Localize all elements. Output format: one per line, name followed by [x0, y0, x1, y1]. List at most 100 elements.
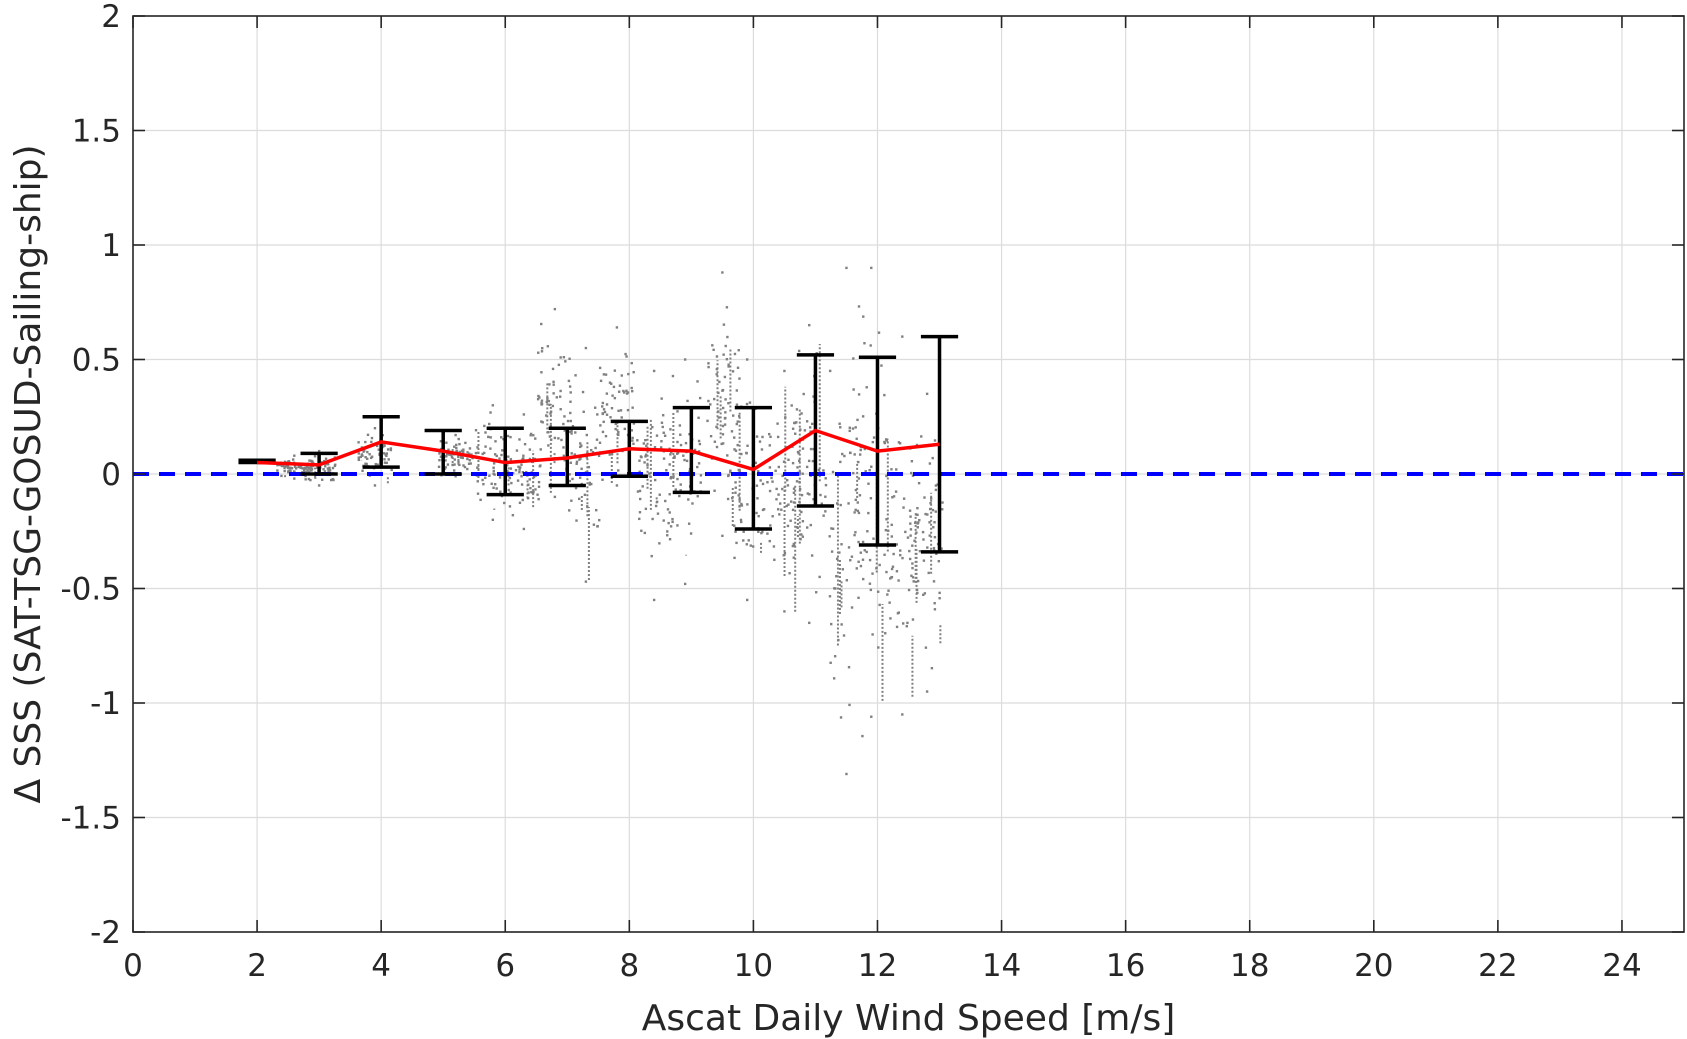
scatter-point — [612, 385, 616, 389]
scatter-point — [541, 347, 544, 350]
scatter-point — [934, 510, 937, 513]
scatter-point — [660, 421, 664, 424]
scatter-point — [828, 535, 831, 538]
scatter-point — [506, 434, 510, 438]
scatter-point — [745, 358, 749, 361]
scatter-point — [481, 478, 484, 482]
x-tick-label: 18 — [1230, 948, 1269, 984]
scatter-point — [923, 496, 926, 499]
scatter-point — [866, 530, 869, 533]
scatter-point — [643, 531, 647, 535]
scatter-point — [798, 471, 802, 474]
scatter-point — [293, 477, 296, 480]
scatter-point — [518, 470, 521, 474]
scatter-point — [721, 433, 725, 436]
scatter-point — [602, 373, 606, 376]
scatter-point — [911, 566, 914, 570]
scatter-point — [771, 515, 774, 518]
scatter-point — [385, 452, 389, 455]
scatter-point — [484, 431, 487, 434]
scatter-point — [570, 499, 573, 502]
scatter-point — [890, 567, 894, 571]
scatter-point — [798, 487, 802, 491]
scatter-point — [671, 517, 674, 521]
scatter-point — [777, 465, 781, 469]
scatter-point — [510, 481, 513, 485]
scatter-point — [317, 449, 321, 453]
scatter-point — [519, 466, 522, 469]
scatter-point — [786, 484, 790, 487]
scatter-point — [862, 577, 865, 581]
scatter-point — [727, 363, 730, 366]
scatter-point — [859, 564, 863, 568]
scatter-point — [917, 481, 921, 485]
scatter-point — [644, 507, 648, 511]
scatter-point — [307, 477, 311, 481]
scatter-point — [590, 482, 593, 486]
scatter-point — [615, 484, 619, 487]
scatter-point — [444, 455, 447, 458]
scatter-point — [679, 483, 682, 486]
scatter-point — [571, 425, 575, 428]
scatter-point — [897, 611, 900, 614]
scatter-point — [902, 506, 905, 509]
scatter-point — [932, 580, 936, 583]
scatter-point — [575, 462, 578, 465]
scatter-point — [668, 538, 672, 541]
scatter-point — [740, 452, 743, 456]
scatter-point — [683, 458, 686, 462]
scatter-point — [359, 455, 362, 459]
scatter-point — [712, 348, 715, 352]
scatter-point — [696, 380, 699, 383]
scatter-point — [871, 572, 874, 575]
scatter-point — [487, 435, 490, 439]
scatter-point — [310, 465, 313, 468]
scatter-point — [910, 460, 914, 463]
scatter-point — [865, 550, 868, 554]
y-tick-label: 1.5 — [72, 114, 121, 150]
scatter-point — [460, 449, 464, 453]
scatter-point — [548, 403, 551, 407]
scatter-point — [830, 527, 833, 530]
scatter-point — [662, 457, 666, 460]
scatter-point — [722, 323, 726, 326]
scatter-point — [857, 560, 860, 563]
scatter-point — [894, 490, 898, 493]
scatter-point — [603, 410, 607, 414]
scatter-point — [745, 543, 749, 546]
scatter-point — [936, 483, 939, 486]
scatter-point — [601, 478, 604, 481]
scatter-point — [304, 470, 308, 474]
scatter-point — [713, 397, 716, 401]
scatter-point — [745, 452, 748, 455]
scatter-point — [824, 495, 827, 498]
scatter-point — [729, 470, 732, 474]
scatter-point — [877, 646, 880, 649]
scatter-point — [745, 598, 749, 602]
scatter-point — [488, 422, 491, 426]
scatter-point — [376, 463, 379, 466]
scatter-point — [791, 544, 795, 548]
scatter-point — [636, 490, 640, 493]
scatter-point — [466, 451, 469, 454]
scatter-point — [599, 379, 603, 383]
scatter-point — [890, 468, 893, 471]
scatter-point — [520, 463, 523, 466]
scatter-point — [861, 415, 865, 418]
scatter-point — [447, 448, 450, 451]
scatter-point — [908, 557, 912, 561]
scatter-point — [500, 436, 503, 439]
scatter-point — [676, 440, 679, 444]
y-tick-label: 0 — [101, 457, 121, 493]
scatter-point — [547, 399, 551, 403]
scatter-point — [558, 395, 562, 398]
scatter-point — [761, 508, 765, 512]
scatter-point — [444, 466, 447, 469]
scatter-point — [800, 493, 804, 497]
scatter-point — [933, 608, 937, 611]
scatter-point — [805, 526, 809, 529]
scatter-point — [321, 478, 324, 481]
scatter-point — [549, 424, 552, 428]
scatter-point — [734, 449, 738, 452]
scatter-point — [614, 422, 618, 426]
